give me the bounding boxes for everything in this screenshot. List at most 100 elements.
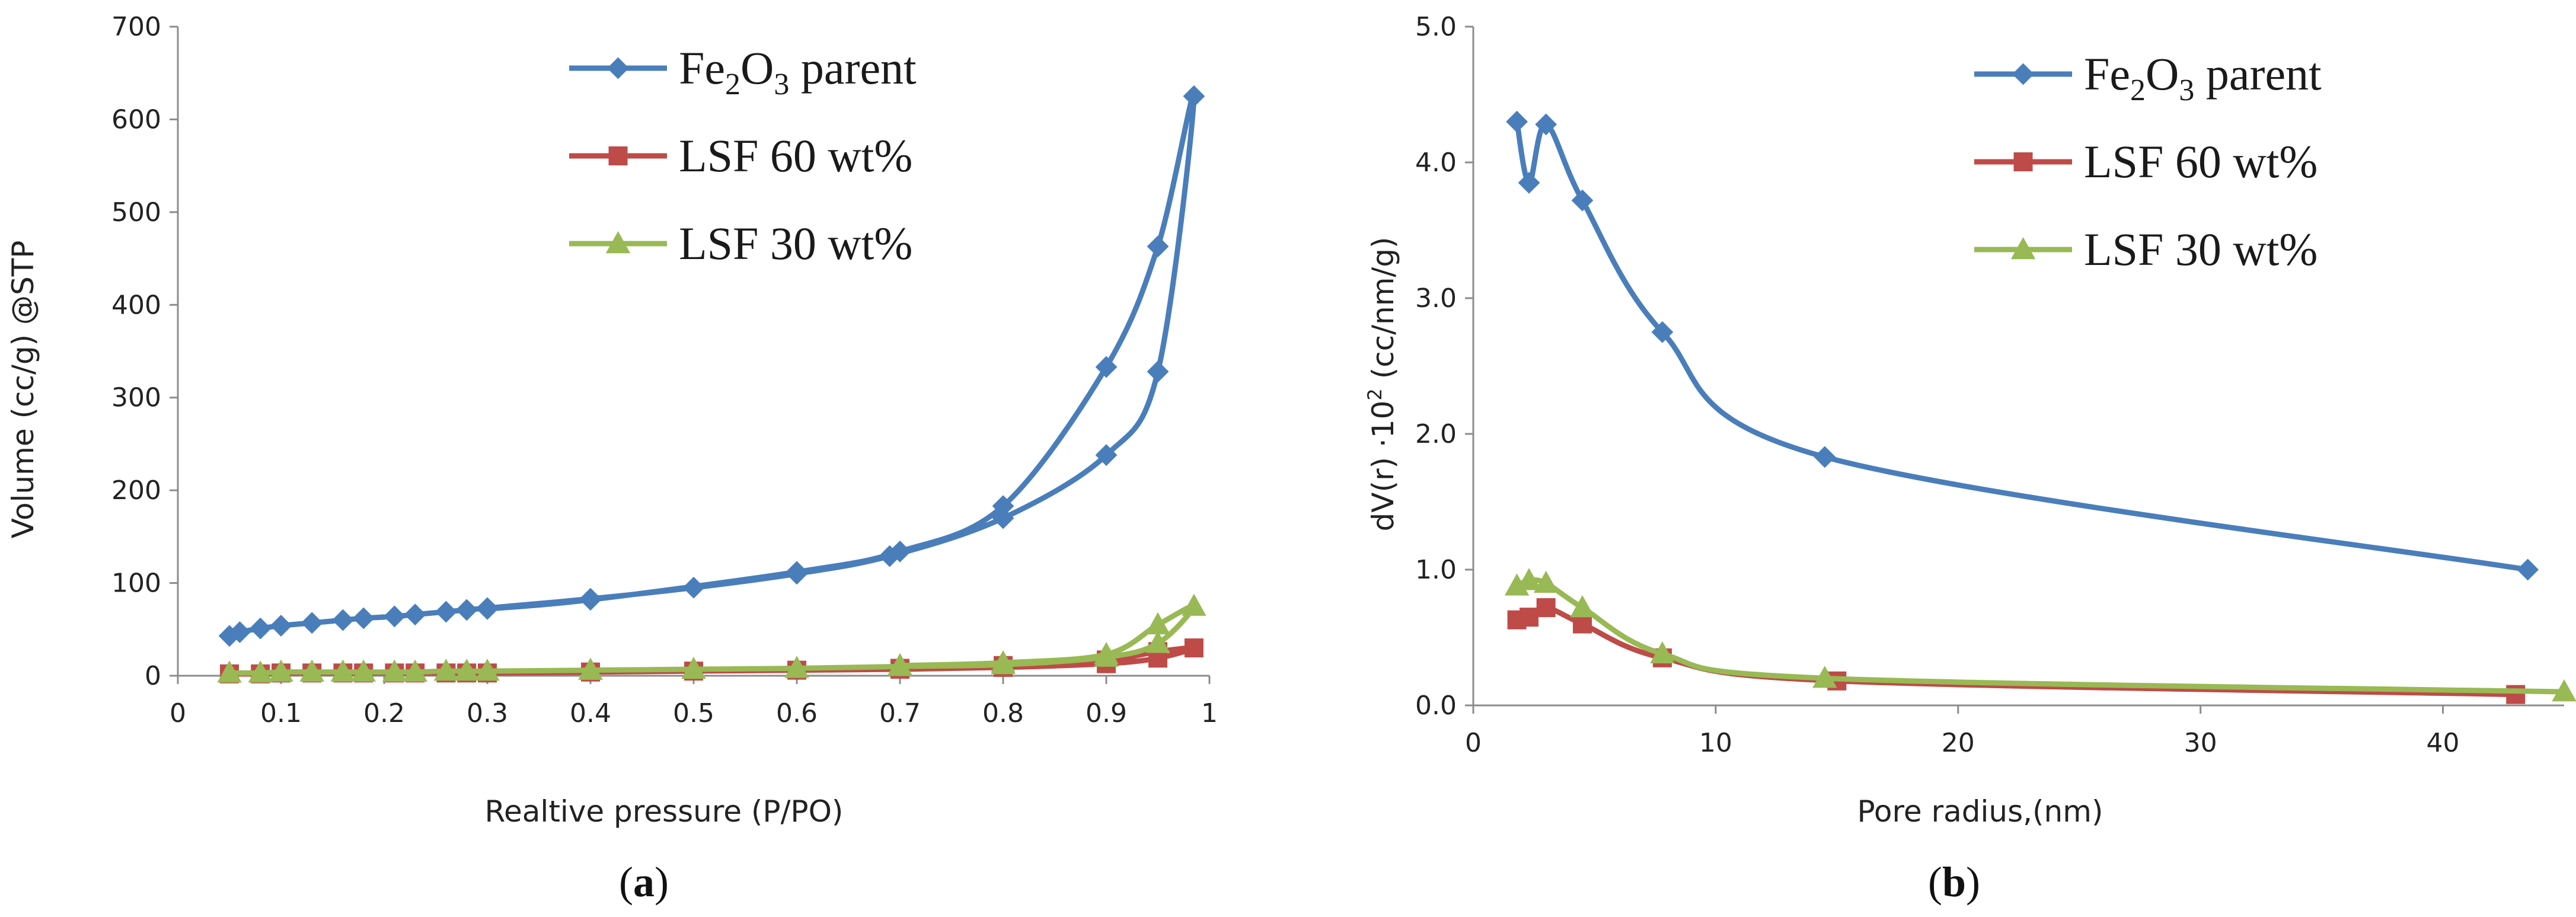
panel-a-data-point xyxy=(454,659,479,681)
legend-text-part: LSF 60 wt% xyxy=(679,130,912,181)
panel-a-data-point xyxy=(1094,641,1119,664)
panel-b-y-axis-title: dV(r) ·102 (cc/nm/g) xyxy=(1364,237,1400,531)
panel-b-legend-label-1: LSF 60 wt% xyxy=(2084,136,2318,187)
subscript: 2 xyxy=(725,68,740,101)
panel-a-legend-marker-0 xyxy=(607,57,629,79)
panel-b-series-group xyxy=(1504,110,2576,704)
panel-a-legend-marker-1 xyxy=(608,146,628,165)
panel-a-data-point xyxy=(475,659,500,681)
panel-a-data-point xyxy=(351,659,376,682)
panel-a-y-tick-label: 400 xyxy=(111,290,161,320)
panel-a-data-point xyxy=(1147,235,1169,258)
panel-a-caption: (a) xyxy=(619,858,669,906)
panel-a-x-tick-label: 0.5 xyxy=(673,698,714,729)
panel-a-series-group xyxy=(217,85,1206,683)
panel-a-y-axis-title: Volume (cc/g) @STP xyxy=(6,241,40,539)
panel-a-data-point xyxy=(1095,444,1118,467)
panel-b-data-point xyxy=(2517,558,2539,581)
panel-b-y-tick-label: 0.0 xyxy=(1415,691,1457,721)
panel-a-data-point xyxy=(433,659,459,681)
panel-a-data-point xyxy=(682,576,705,599)
subscript: 3 xyxy=(774,68,789,101)
panel-a-data-point xyxy=(991,650,1016,673)
panel-a-data-point xyxy=(403,659,427,682)
panel-b-legend: Fe2O3 parent LSF 60 wt% LSF 30 wt% xyxy=(1974,48,2322,275)
panel-a-legend-label-1: LSF 60 wt% xyxy=(679,130,912,181)
legend-text-part: Fe xyxy=(679,42,725,94)
panel-a-data-point xyxy=(455,599,478,621)
panel-a-data-point xyxy=(217,660,242,683)
panel-a-x-tick-label: 0.1 xyxy=(260,698,302,729)
panel-a-data-point xyxy=(301,612,323,634)
panel-a-data-point xyxy=(248,660,273,683)
subscript: 2 xyxy=(2130,74,2146,107)
panel-b-x-axis-title: Pore radius,(nm) xyxy=(1857,794,2103,829)
panel-a-data-point xyxy=(579,589,602,611)
panel-a-x-tick-label: 0.3 xyxy=(467,698,508,729)
panel-b-data-point xyxy=(1812,666,1837,688)
panel-b-data-point xyxy=(1520,608,1539,627)
panel-a-data-point xyxy=(578,657,603,680)
panel-b-legend-marker-2 xyxy=(2010,237,2036,260)
panel-a-y-tick-label: 600 xyxy=(111,104,161,135)
panel-a-legend: Fe2O3 parent LSF 60 wt% LSF 30 wt% xyxy=(569,42,917,269)
panel-a-data-point xyxy=(1145,631,1170,653)
panel-b-data-point xyxy=(1570,595,1595,618)
panel-a-data-point xyxy=(299,659,324,682)
panel-a-data-point xyxy=(383,605,406,628)
panel-a-data-point xyxy=(1145,612,1170,635)
panel-a-x-tick-label: 0.4 xyxy=(570,698,611,729)
panel-a-data-point xyxy=(270,615,292,637)
panel-b-data-point xyxy=(2552,679,2576,702)
panel-b-y-tick-label: 4.0 xyxy=(1415,148,1457,178)
panel-a-data-point xyxy=(1183,85,1205,107)
legend-text-part: LSF 30 wt% xyxy=(2084,223,2318,275)
panel-a-data-point xyxy=(269,659,293,682)
panel-b-y-tick-label: 2.0 xyxy=(1415,419,1457,449)
panel-a-x-tick-label: 0 xyxy=(170,698,186,729)
panel-b-legend-label-0: Fe2O3 parent xyxy=(2084,48,2322,107)
panel-a-y-tick-label: 300 xyxy=(111,383,161,413)
panel-a-y-tick-label: 700 xyxy=(111,12,161,42)
panel-a-x-tick-label: 1 xyxy=(1201,698,1218,729)
legend-text-part: LSF 60 wt% xyxy=(2084,136,2318,187)
panel-a-legend-label-2: LSF 30 wt% xyxy=(679,218,912,269)
panel-a-data-point xyxy=(249,617,272,640)
panel-a-data-point xyxy=(1184,638,1204,658)
panel-a-x-tick-label: 0.8 xyxy=(982,698,1024,729)
panel-b-data-point xyxy=(1651,321,1674,343)
panel-b-x-tick-label: 20 xyxy=(1942,728,1975,758)
panel-a-data-point xyxy=(1095,356,1118,378)
panel-a-data-point xyxy=(435,600,457,623)
panel-a-data-point xyxy=(476,598,499,620)
panel-a-legend-label-0: Fe2O3 parent xyxy=(679,42,917,101)
panel-b-legend-marker-0 xyxy=(2012,63,2034,85)
panel-b-y-tick-label: 5.0 xyxy=(1415,12,1457,42)
legend-text-part: O xyxy=(740,42,774,94)
panel-b-data-point xyxy=(1650,641,1675,664)
panel-b-data-point xyxy=(1536,598,1556,618)
panel-a-chart: 0 100 200 300 400 500 600 700 0 0.1 0.2 0.3 0.4 0.5 0.… xyxy=(6,12,1218,906)
panel-b-legend-marker-1 xyxy=(2013,152,2033,171)
panel-a-data-point xyxy=(992,507,1014,529)
panel-b-legend-label-2: LSF 30 wt% xyxy=(2084,223,2318,275)
panel-a-x-tick-label: 0.6 xyxy=(776,698,818,729)
panel-a-data-point xyxy=(1147,360,1169,383)
legend-text-part: Fe xyxy=(2084,48,2130,100)
legend-text-part: LSF 30 wt% xyxy=(679,218,912,269)
panel-b-data-point xyxy=(1518,171,1540,194)
panel-a-data-point xyxy=(889,540,911,563)
panel-b-series-line-2 xyxy=(1514,577,2567,695)
panel-b-series-line-0 xyxy=(1514,119,2531,573)
panel-a-y-tick-label: 0 xyxy=(145,661,161,691)
panel-a-y-tick-label: 500 xyxy=(111,197,161,228)
panel-b-data-point xyxy=(1533,570,1559,593)
panel-b-data-point xyxy=(1517,568,1541,590)
legend-text-part: O xyxy=(2146,48,2179,100)
panel-b-data-point xyxy=(1814,446,1836,468)
panel-a-data-point xyxy=(404,603,426,626)
panel-b-y-tick-label: 1.0 xyxy=(1415,555,1457,585)
panel-b-x-tick-label: 40 xyxy=(2427,728,2460,758)
legend-text-part: parent xyxy=(789,42,917,94)
panel-a-data-point xyxy=(786,561,808,583)
